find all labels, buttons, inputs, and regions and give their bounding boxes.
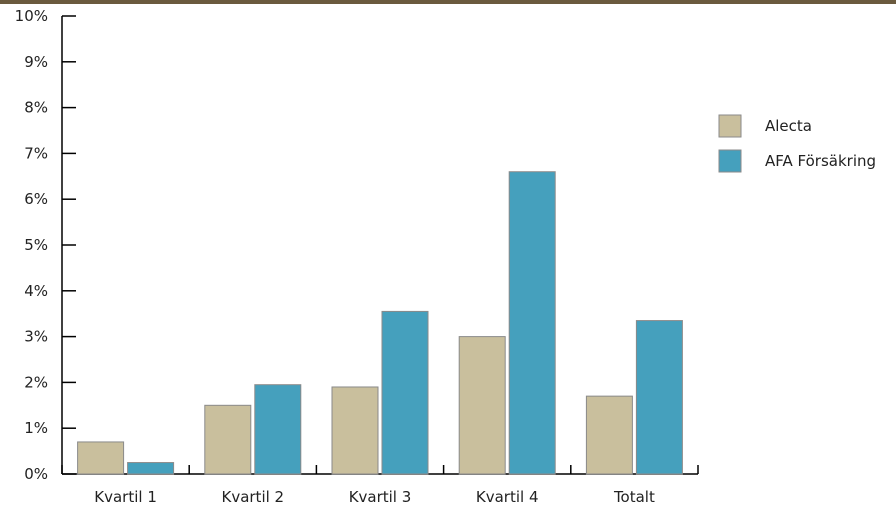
y-tick-label: 10% [15,7,48,25]
legend-swatch [718,114,742,138]
y-tick-label: 0% [24,465,48,483]
y-tick-label: 1% [24,419,48,437]
bar [77,441,125,475]
y-axis: 0% 1% 2% 3% 4% 5% 6% 7% 8% 9% 10% [15,7,76,483]
bar [381,310,429,475]
top-rule [0,0,896,4]
legend-label: Alecta [765,117,812,135]
legend-swatch [718,149,742,173]
y-tick-label: 4% [24,282,48,300]
y-tick-label: 6% [24,190,48,208]
legend-label: AFA Försäkring [765,152,876,170]
x-category-label: Kvartil 2 [221,488,284,506]
y-tick-label: 5% [24,236,48,254]
y-tick-label: 3% [24,328,48,346]
bar [204,404,252,475]
x-category-label: Kvartil 4 [476,488,539,506]
bars [77,171,683,475]
bar [635,320,683,475]
x-category-label: Kvartil 1 [94,488,157,506]
y-tick-label: 7% [24,144,48,162]
bar [127,462,175,475]
bar [331,386,379,475]
legend: Alecta AFA Försäkring [718,114,876,173]
y-tick-label: 8% [24,99,48,117]
x-category-label: Totalt [613,488,655,506]
bar [458,336,506,475]
y-tick-label: 9% [24,53,48,71]
bar [585,395,633,475]
bar [508,171,556,475]
bar [254,384,302,475]
y-tick-label: 2% [24,373,48,391]
x-category-label: Kvartil 3 [349,488,412,506]
